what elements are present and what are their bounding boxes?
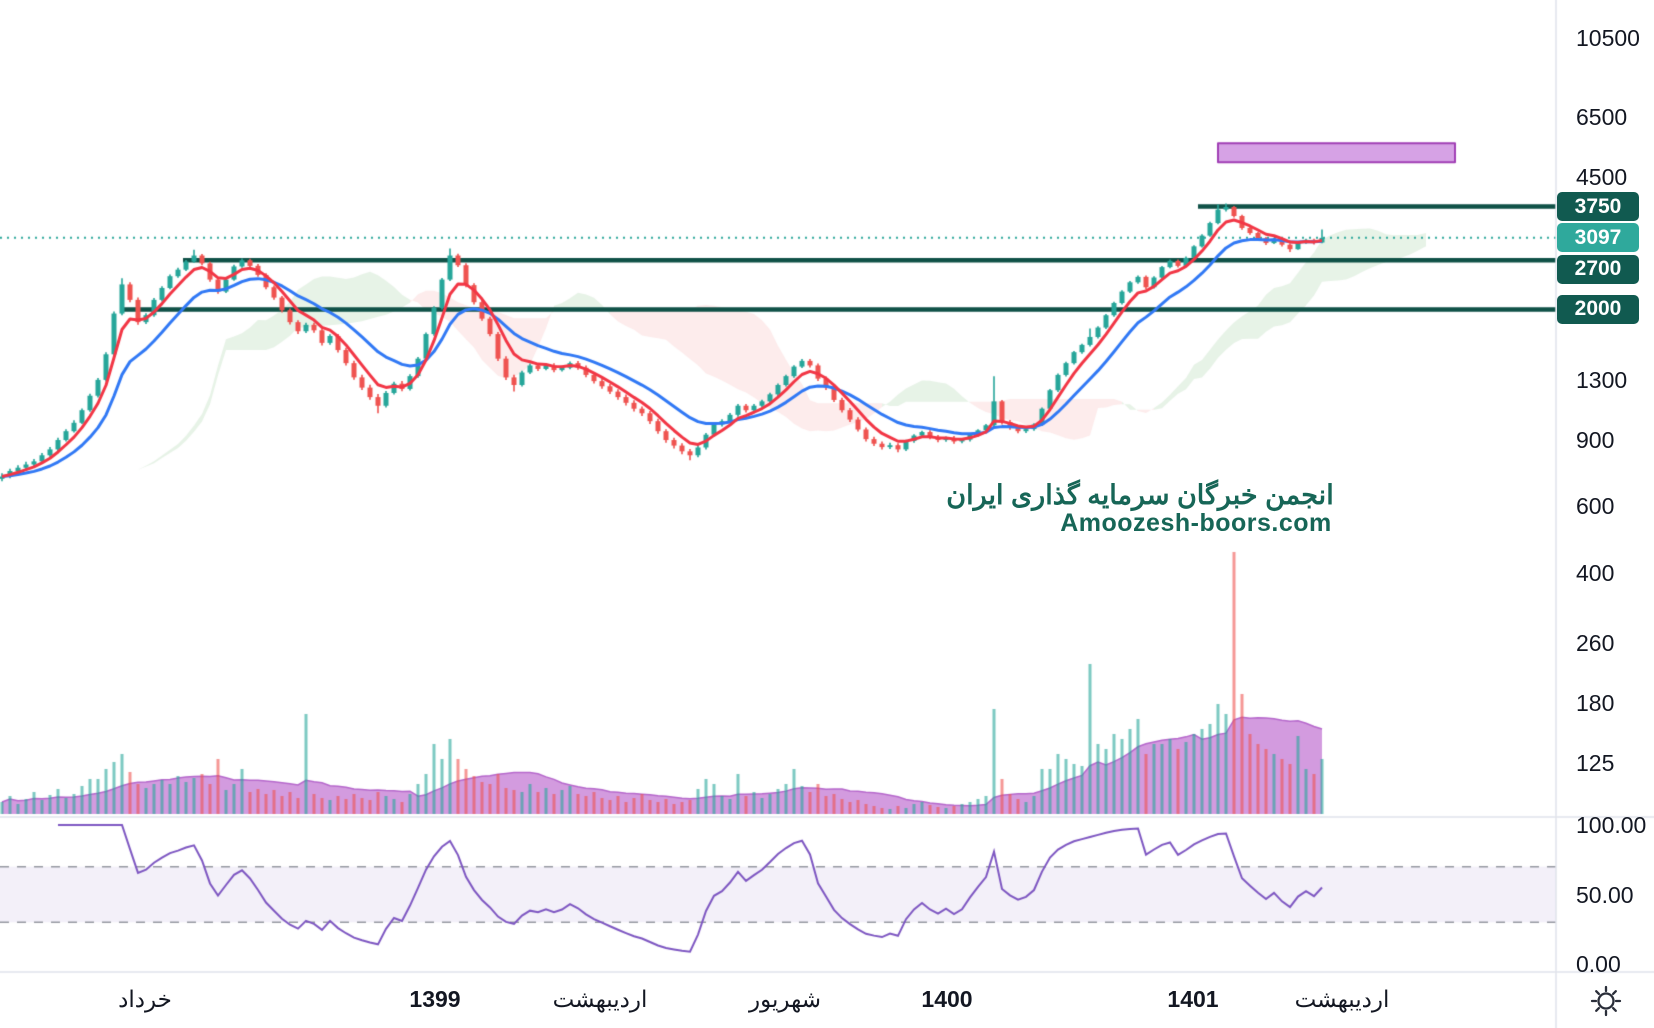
price-axis-tick: 125 [1576,750,1615,776]
settings-gear-icon[interactable] [1589,984,1623,1018]
price-axis-tick: 4500 [1576,163,1628,190]
rsi-axis-tick: 0.00 [1576,951,1621,977]
time-axis-label: 1401 [1167,986,1219,1012]
last-price-badge: 3097 [1557,223,1639,253]
time-axis-label: شهریور [749,986,821,1012]
time-axis-label: اردیبهشت [1294,986,1390,1012]
price-axis-tick: 6500 [1576,103,1628,130]
support-badge-2000: 2000 [1557,294,1639,324]
price-axis-tick: 10500 [1576,25,1640,52]
price-axis-tick: 400 [1576,559,1615,586]
price-axis-tick: 900 [1576,427,1615,454]
time-axis-label: 1399 [409,986,461,1012]
watermark-line1: انجمن خبرگان سرمایه گذاری ایران [946,480,1334,510]
time-axis-label: خرداد [118,986,172,1012]
resistance-badge-3750: 3750 [1557,192,1639,222]
price-axis-tick: 1300 [1576,366,1628,393]
watermark-url: Amoozesh-boors.com [1060,509,1332,537]
price-axis-tick: 600 [1576,493,1615,520]
time-axis-label: 1400 [921,986,973,1012]
rsi-axis-tick: 100.00 [1576,812,1647,838]
price-axis-tick: 180 [1576,690,1615,717]
time-axis-label: اردیبهشت [552,986,648,1012]
support-badge-2700: 2700 [1557,254,1639,284]
rsi-axis-tick: 50.00 [1576,881,1634,908]
price-axis-tick: 260 [1576,630,1615,657]
